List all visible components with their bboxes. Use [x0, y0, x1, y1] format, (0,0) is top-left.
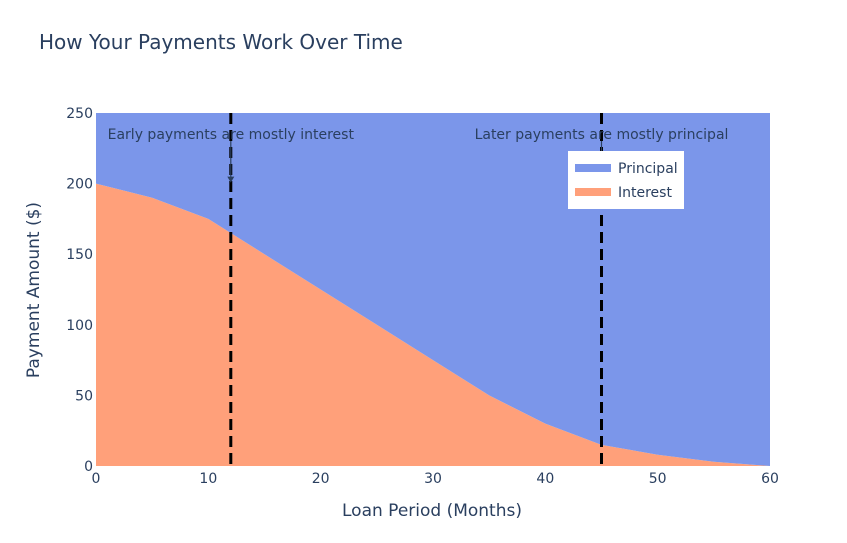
x-axis-ticks: 0 10 20 30 40 50 60: [92, 471, 779, 487]
y-tick-label: 150: [66, 247, 93, 263]
annotation-arrowhead-1: [227, 176, 235, 183]
x-axis-title: Loan Period (Months): [342, 501, 522, 521]
chart-title: How Your Payments Work Over Time: [39, 30, 403, 54]
x-tick-label: 10: [199, 471, 217, 487]
annotation-text-2: Later payments are mostly principal: [475, 127, 729, 143]
x-tick-label: 50: [649, 471, 667, 487]
y-axis-ticks: 0 50 100 150 200 250: [66, 106, 93, 475]
area-series-interest[interactable]: [96, 183, 770, 466]
y-tick-label: 250: [66, 106, 93, 122]
legend[interactable]: Principal Interest: [568, 151, 684, 209]
y-tick-label: 100: [66, 318, 93, 334]
x-tick-label: 30: [424, 471, 442, 487]
y-axis-title: Payment Amount ($): [24, 202, 44, 378]
annotation-text-1: Early payments are mostly interest: [108, 127, 355, 143]
legend-box: [568, 151, 684, 209]
x-tick-label: 0: [92, 471, 101, 487]
x-tick-label: 60: [761, 471, 779, 487]
y-tick-label: 0: [84, 459, 93, 475]
legend-label-principal[interactable]: Principal: [618, 161, 678, 177]
x-tick-label: 20: [312, 471, 330, 487]
y-tick-label: 50: [75, 388, 93, 404]
legend-label-interest[interactable]: Interest: [618, 185, 672, 201]
legend-swatch-interest: [575, 188, 611, 196]
y-tick-label: 200: [66, 177, 93, 193]
legend-swatch-principal: [575, 164, 611, 172]
x-tick-label: 40: [536, 471, 554, 487]
